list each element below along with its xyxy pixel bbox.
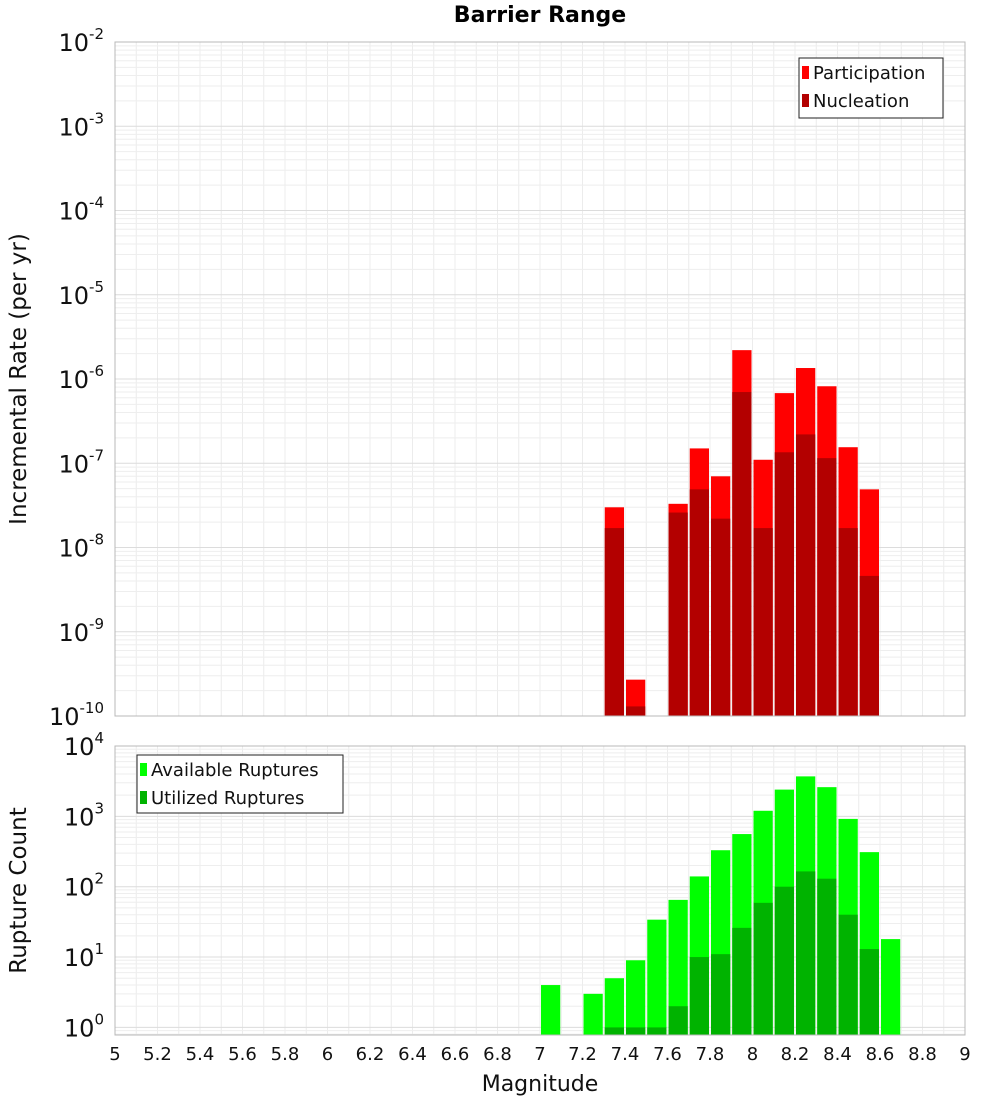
- bar-available-ruptures: [541, 985, 561, 1035]
- legend-label: Available Ruptures: [151, 760, 319, 781]
- x-tick-label: 5.4: [186, 1044, 215, 1065]
- bar-utilized-ruptures: [774, 886, 794, 1035]
- x-tick-label: 5.8: [271, 1044, 300, 1065]
- x-tick-label: 6.6: [441, 1044, 470, 1065]
- legend: Participation Nucleation: [798, 57, 944, 119]
- y-tick-labels: 10-2 10-3 10-4 10-5 10-6 10-7 10-8 10-9 10-10: [49, 25, 104, 731]
- x-axis-label: Magnitude: [482, 1072, 599, 1097]
- x-tick-label: 8.6: [866, 1044, 895, 1065]
- legend-box: [798, 57, 944, 119]
- legend-label: Nucleation: [813, 91, 909, 112]
- bar-nucleation: [753, 528, 773, 716]
- x-tick-label: 5.6: [228, 1044, 257, 1065]
- bar-utilized-ruptures: [859, 949, 879, 1035]
- x-tick-label: 6.8: [483, 1044, 512, 1065]
- bar-utilized-ruptures: [647, 1027, 667, 1035]
- x-tick-label: 7.6: [653, 1044, 682, 1065]
- bar-available-ruptures: [626, 960, 646, 1035]
- grid: [114, 41, 966, 717]
- y-tick-label: 102: [64, 870, 104, 902]
- y-tick-label: 10-5: [58, 278, 104, 310]
- bar-utilized-ruptures: [604, 1027, 624, 1035]
- x-tick-label: 5.2: [143, 1044, 172, 1065]
- legend-swatch: [140, 791, 147, 804]
- y-axis-label: Rupture Count: [6, 807, 32, 973]
- x-tick-label: 6.2: [356, 1044, 385, 1065]
- bar-utilized-ruptures: [711, 954, 731, 1035]
- legend-swatch: [140, 763, 147, 776]
- x-tick-label: 8.4: [823, 1044, 852, 1065]
- x-tick-label: 8: [747, 1044, 758, 1065]
- bar-nucleation: [604, 528, 624, 716]
- bar-available-ruptures: [583, 993, 603, 1035]
- legend-label: Participation: [813, 63, 925, 84]
- y-tick-label: 104: [64, 729, 104, 761]
- legend-swatch: [802, 66, 809, 79]
- chart-panel-1: 104 103 102 101 100 Rupture Count 5 5.2 5.4 5.6 5.…: [6, 729, 971, 1097]
- x-tick-label: 6.4: [398, 1044, 427, 1065]
- bars: [541, 776, 901, 1035]
- y-tick-label: 10-6: [58, 362, 104, 394]
- y-tick-label: 100: [64, 1010, 104, 1042]
- bar-nucleation: [732, 392, 752, 716]
- x-tick-labels: 5 5.2 5.4 5.6 5.8 6 6.2 6.4 6.6 6.8 7 7.2 7.4 7.6 7.8 8…: [109, 1044, 970, 1065]
- bar-available-ruptures: [881, 939, 901, 1035]
- y-axis-label: Incremental Rate (per yr): [6, 233, 32, 525]
- x-tick-label: 8.8: [908, 1044, 937, 1065]
- y-tick-label: 10-2: [58, 25, 104, 57]
- bar-utilized-ruptures: [626, 1027, 646, 1035]
- y-tick-label: 10-7: [58, 446, 104, 478]
- y-tick-labels: 104 103 102 101 100: [64, 729, 104, 1042]
- bar-utilized-ruptures: [732, 927, 752, 1035]
- y-tick-label: 10-4: [58, 194, 104, 226]
- bar-nucleation: [689, 489, 709, 716]
- bar-utilized-ruptures: [838, 914, 858, 1035]
- plot-frame: [114, 745, 966, 1036]
- bar-utilized-ruptures: [689, 957, 709, 1035]
- x-tick-label: 5: [109, 1044, 120, 1065]
- y-tick-label: 103: [64, 799, 104, 831]
- bar-utilized-ruptures: [753, 902, 773, 1035]
- x-tick-label: 7.8: [696, 1044, 725, 1065]
- chart-title: Barrier Range: [454, 3, 626, 28]
- legend-swatch: [802, 94, 809, 107]
- legend-label: Utilized Ruptures: [151, 788, 304, 809]
- bar-utilized-ruptures: [796, 871, 816, 1035]
- bar-nucleation: [859, 575, 879, 716]
- bar-nucleation: [838, 528, 858, 716]
- bar-nucleation: [711, 518, 731, 716]
- bar-available-ruptures: [668, 899, 688, 1035]
- bar-available-ruptures: [604, 978, 624, 1035]
- bar-nucleation: [626, 706, 646, 716]
- legend: Available Ruptures Utilized Ruptures: [136, 754, 344, 814]
- plot-frame: [114, 41, 966, 717]
- y-tick-label: 10-3: [58, 109, 104, 141]
- x-tick-label: 9: [959, 1044, 970, 1065]
- bar-nucleation: [668, 512, 688, 716]
- y-tick-label: 101: [64, 940, 104, 972]
- bar-nucleation: [796, 434, 816, 716]
- bar-available-ruptures: [647, 919, 667, 1035]
- x-tick-label: 8.2: [781, 1044, 810, 1065]
- legend-box: [136, 754, 344, 814]
- x-tick-label: 7.2: [568, 1044, 597, 1065]
- bar-utilized-ruptures: [817, 878, 837, 1035]
- y-tick-label: 10-10: [49, 699, 104, 731]
- bars: [604, 350, 879, 716]
- bar-nucleation: [817, 458, 837, 716]
- x-tick-label: 7.4: [611, 1044, 640, 1065]
- y-tick-label: 10-8: [58, 531, 104, 563]
- bar-utilized-ruptures: [668, 1006, 688, 1035]
- x-tick-label: 7: [534, 1044, 545, 1065]
- x-tick-label: 6: [322, 1044, 333, 1065]
- bar-nucleation: [774, 452, 794, 716]
- y-tick-label: 10-9: [58, 615, 104, 647]
- chart-panel-0: 10-2 10-3 10-4 10-5 10-6 10-7 10-8 10-9 10-10 Bar…: [6, 3, 966, 731]
